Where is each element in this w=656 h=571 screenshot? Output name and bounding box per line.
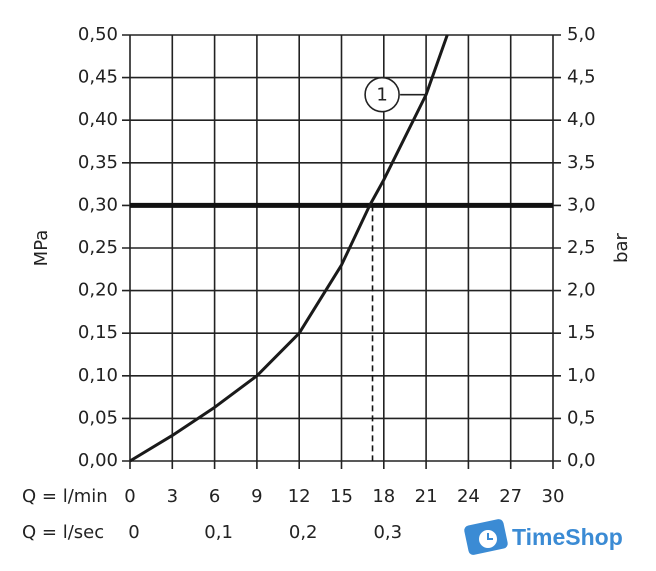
y-tick-label: 0,25 [78,237,118,258]
watermark-hands [487,533,493,540]
annotation-circle [364,76,400,113]
y2-tick-label: 1,5 [567,322,596,343]
y2-axis-label: bar [611,232,632,262]
x-tick-label: 27 [499,486,522,507]
y-tick-label: 0,30 [78,194,118,215]
y-tick-label: 0,00 [78,450,118,471]
x2-tick-label: 0,2 [289,522,318,543]
y-tick-label: 0,40 [78,109,118,130]
watermark: TimeShop [464,519,623,555]
y-tick-label: 0,45 [78,67,118,88]
x2-tick-label: 0,1 [204,522,233,543]
x2-tick-label: 0 [128,522,139,543]
x-tick-label: 12 [288,486,311,507]
x-tick-label: 15 [330,486,353,507]
x-tick-label: 6 [209,486,220,507]
y-tick-label: 0,50 [78,24,118,45]
annotation-label: 1 [376,85,387,106]
y2-tick-label: 4,5 [567,67,596,88]
x-tick-label: 18 [372,486,395,507]
x-tick-label: 30 [542,486,565,507]
y2-tick-label: 1,0 [567,365,596,386]
y2-tick-label: 0,0 [567,450,596,471]
y2-tick-label: 3,0 [567,194,596,215]
x2-axis-label: Q = l/sec [22,522,104,543]
y2-tick-label: 3,5 [567,152,596,173]
watermark-text: TimeShop [512,524,623,550]
y2-tick-label: 2,5 [567,237,596,258]
x-tick-label: 9 [251,486,262,507]
y2-tick-label: 0,5 [567,407,596,428]
x-tick-label: 3 [167,486,178,507]
y-tick-label: 0,10 [78,365,118,386]
x2-tick-label: 0,3 [373,522,402,543]
y-tick-label: 0,15 [78,322,118,343]
x-tick-label: 24 [457,486,480,507]
y2-tick-label: 2,0 [567,280,596,301]
y2-tick-label: 4,0 [567,109,596,130]
data-line [129,34,449,463]
x-axis-label: Q = l/min [22,486,108,507]
y2-tick-label: 5,0 [567,24,596,45]
y-tick-label: 0,20 [78,280,118,301]
y-tick-label: 0,35 [78,152,118,173]
y-axis-label: MPa [31,230,52,267]
x-tick-label: 0 [124,486,135,507]
x-tick-label: 21 [415,486,438,507]
y-tick-label: 0,05 [78,407,118,428]
